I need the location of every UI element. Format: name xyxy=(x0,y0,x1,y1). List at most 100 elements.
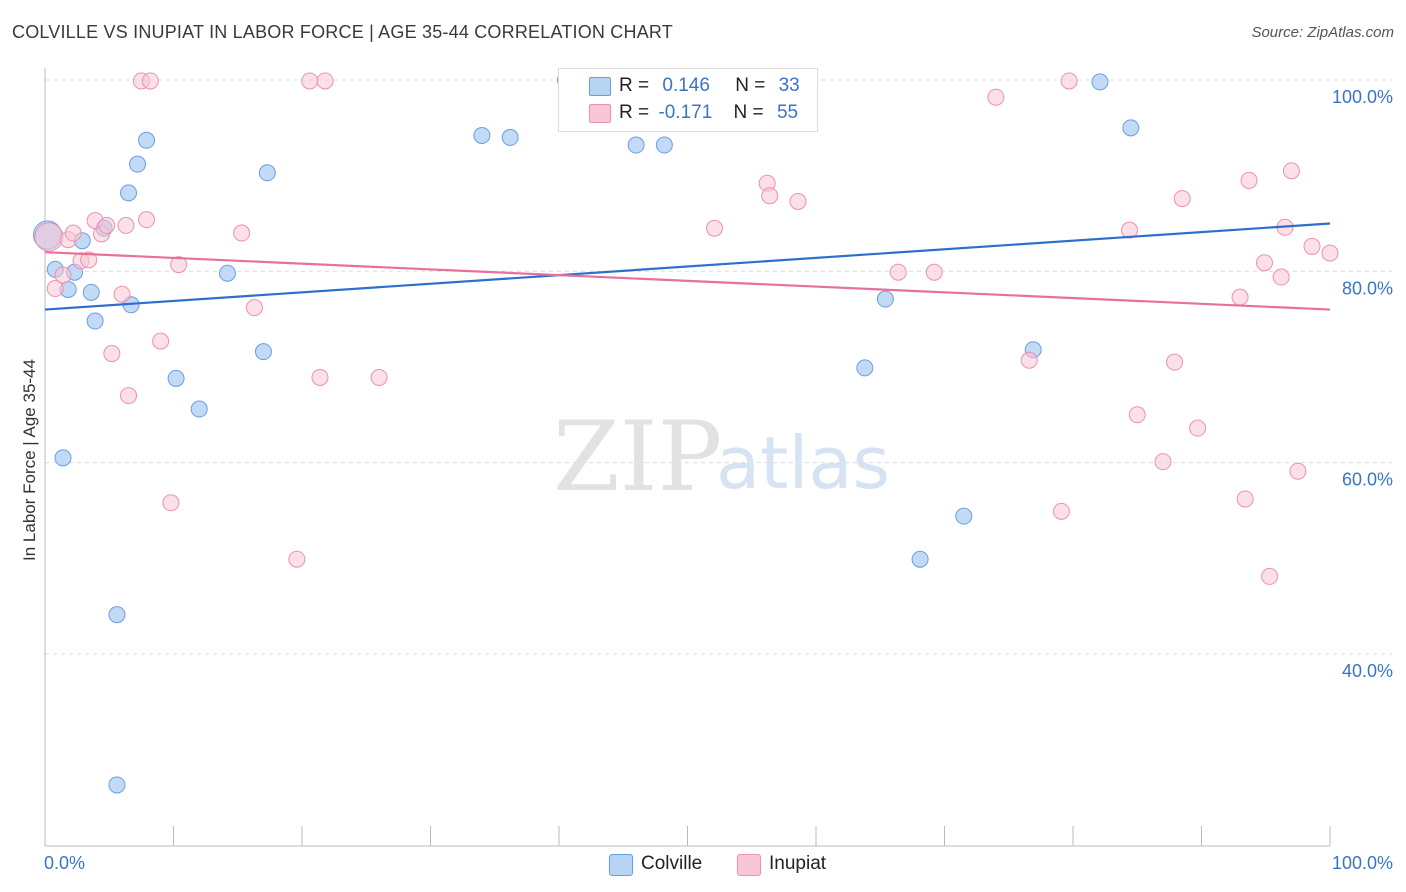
colville-point xyxy=(190,400,208,418)
y-tick-label: 40.0% xyxy=(1342,661,1393,681)
inupiat-point xyxy=(1321,244,1339,262)
legend-r-label: R = xyxy=(619,102,650,123)
colville-point xyxy=(254,343,272,361)
inupiat-point xyxy=(370,368,388,386)
inupiat-point xyxy=(311,368,329,386)
inupiat-trend-line xyxy=(44,251,1331,311)
inupiat-point xyxy=(1289,462,1307,480)
inupiat-point xyxy=(80,251,98,269)
colville-swatch xyxy=(609,854,633,876)
colville-point xyxy=(120,184,138,202)
colville-point xyxy=(138,131,156,149)
legend-n-label: N = xyxy=(735,75,766,96)
inupiat-point xyxy=(889,263,907,281)
series-legend: Colville Inupiat xyxy=(0,852,1406,878)
inupiat-point xyxy=(98,216,116,234)
legend-inupiat-swatch xyxy=(589,104,611,123)
source-credit: Source: ZipAtlas.com xyxy=(1251,24,1394,41)
colville-point xyxy=(627,136,645,154)
series-inupiat-points xyxy=(34,72,1339,585)
inupiat-point xyxy=(120,387,138,405)
inupiat-point xyxy=(1166,353,1184,371)
colville-point xyxy=(1091,73,1109,91)
tick-labels: 100.0% 80.0% 60.0% 40.0% 0.0% 100.0% xyxy=(44,87,1393,873)
watermark-atlas: atlas xyxy=(716,421,890,505)
y-tick-label: 60.0% xyxy=(1342,470,1393,490)
inupiat-point xyxy=(1173,190,1191,208)
legend-n-value: 55 xyxy=(776,102,799,123)
colville-point xyxy=(655,136,673,154)
inupiat-point xyxy=(138,211,156,229)
inupiat-point xyxy=(288,550,306,568)
colville-point xyxy=(108,776,126,794)
legend-r-label: R = xyxy=(619,75,650,96)
inupiat-point xyxy=(141,72,159,90)
inupiat-point xyxy=(1154,453,1172,471)
gridlines xyxy=(45,79,1392,655)
inupiat-point xyxy=(1020,351,1038,369)
inupiat-point xyxy=(152,332,170,350)
inupiat-point xyxy=(316,72,334,90)
inupiat-point xyxy=(1272,268,1290,286)
inupiat-point xyxy=(987,88,1005,106)
x-tick-label: 0.0% xyxy=(44,853,85,873)
inupiat-point xyxy=(1303,237,1321,255)
colville-point xyxy=(876,290,894,308)
inupiat-point xyxy=(705,219,723,237)
inupiat-point xyxy=(1261,567,1279,585)
colville-point xyxy=(258,164,276,182)
x-tick-label: 100.0% xyxy=(1332,853,1393,873)
legend-n-value: 33 xyxy=(778,75,800,96)
legend-row-colville: R = 0.146 N = 33 xyxy=(619,75,800,97)
colville-point xyxy=(911,550,929,568)
inupiat-point xyxy=(1189,419,1207,437)
inupiat-point xyxy=(301,72,319,90)
inupiat-point xyxy=(1240,171,1258,189)
inupiat-point xyxy=(170,256,188,274)
inupiat-point xyxy=(761,187,779,205)
inupiat-point xyxy=(925,263,943,281)
colville-point xyxy=(856,359,874,377)
inupiat-point xyxy=(1121,221,1139,239)
colville-point xyxy=(955,507,973,525)
colville-point xyxy=(501,128,519,146)
legend-row-inupiat: R = -0.171 N = 55 xyxy=(619,102,798,124)
inupiat-point xyxy=(233,224,251,242)
legend-r-value: 0.146 xyxy=(662,75,710,96)
inupiat-legend-label: Inupiat xyxy=(769,853,827,874)
colville-point xyxy=(86,312,104,330)
trend-lines xyxy=(44,222,1331,311)
colville-point xyxy=(218,264,236,282)
y-axis-label: In Labor Force | Age 35-44 xyxy=(20,359,39,561)
colville-point xyxy=(473,126,491,144)
inupiat-point xyxy=(113,285,131,303)
inupiat-point xyxy=(34,222,64,252)
colville-point xyxy=(1122,119,1140,137)
axes xyxy=(44,68,1331,847)
legend-colville-swatch xyxy=(589,77,611,96)
inupiat-point xyxy=(54,266,72,284)
inupiat-point xyxy=(46,280,64,298)
colville-point xyxy=(108,606,126,624)
colville-point xyxy=(129,155,147,173)
inupiat-point xyxy=(162,494,180,512)
inupiat-point xyxy=(64,224,82,242)
legend-r-value: -0.171 xyxy=(658,102,713,123)
legend-n-label: N = xyxy=(733,102,764,123)
colville-trend-line xyxy=(44,222,1331,311)
inupiat-point xyxy=(1128,406,1146,424)
inupiat-point xyxy=(1255,254,1273,272)
colville-point xyxy=(54,449,72,467)
inupiat-point xyxy=(789,192,807,210)
colville-legend-label: Colville xyxy=(641,853,703,874)
y-tick-label: 100.0% xyxy=(1332,87,1393,107)
inupiat-point xyxy=(1282,162,1300,180)
inupiat-point xyxy=(1231,288,1249,306)
colville-point xyxy=(82,283,100,301)
chart-title: COLVILLE VS INUPIAT IN LABOR FORCE | AGE… xyxy=(12,22,673,42)
inupiat-point xyxy=(117,216,135,234)
y-tick-label: 80.0% xyxy=(1342,278,1393,298)
inupiat-point xyxy=(1052,502,1070,520)
